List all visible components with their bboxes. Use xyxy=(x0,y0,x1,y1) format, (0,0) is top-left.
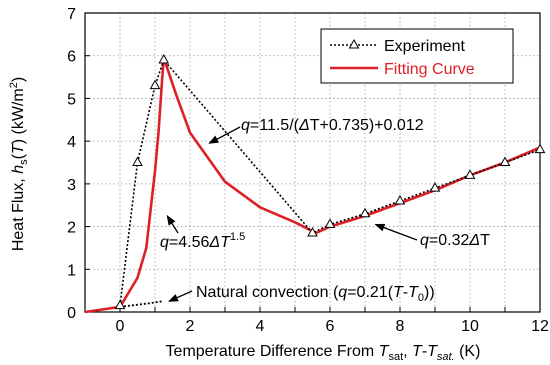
x-axis-ticks: 0 2 4 6 8 10 12 xyxy=(84,307,549,335)
y-axis-ticks: 0 1 2 3 4 5 6 7 xyxy=(67,6,90,322)
legend-experiment-marker xyxy=(348,38,360,49)
annotation-natural-convection: Natural convection (q=0.21(T-T0)) xyxy=(196,284,435,304)
annotation-arrows xyxy=(166,126,418,302)
grid-lines xyxy=(85,13,540,312)
y-tick-label: 7 xyxy=(67,6,76,23)
x-tick-label: 6 xyxy=(326,318,335,335)
experiment-line xyxy=(119,58,541,306)
x-tick-label: 0 xyxy=(116,318,125,335)
x-tick-label: 2 xyxy=(186,318,195,335)
arrow-natural xyxy=(168,290,193,302)
annotation-fitting-rise: q=4.56ΔT1.5 xyxy=(160,231,245,251)
fitting-curve-line xyxy=(84,56,541,314)
arrow-fitting-rise xyxy=(166,215,179,234)
experiment-point xyxy=(464,169,476,179)
x-tick-label: 12 xyxy=(531,318,549,335)
y-axis-title: Heat Flux, hs(T) (kW/m2) xyxy=(8,77,30,251)
legend-experiment-label: Experiment xyxy=(384,38,465,55)
series xyxy=(84,53,546,314)
x-tick-label: 10 xyxy=(461,318,479,335)
experiment-point xyxy=(114,299,126,310)
experiment-point xyxy=(534,143,546,154)
y-tick-label: 5 xyxy=(67,91,76,108)
arrow-fitting-high xyxy=(208,126,241,144)
legend-fitting-label: Fitting Curve xyxy=(384,61,475,78)
experiment-point xyxy=(394,194,406,205)
y-tick-label: 2 xyxy=(67,220,76,237)
experiment-point xyxy=(429,182,441,192)
y-tick-label: 3 xyxy=(67,177,76,194)
plot-area xyxy=(84,12,541,313)
natural-convection-line xyxy=(119,300,163,308)
y-tick-label: 4 xyxy=(67,134,76,151)
annotation-fitting-high: q=11.5/(ΔT+0.735)+0.012 xyxy=(241,117,424,134)
experiment-point xyxy=(149,79,161,90)
annotation-linear: q=0.32ΔT xyxy=(420,232,490,249)
experiment-point xyxy=(307,226,318,237)
y-tick-label: 0 xyxy=(67,305,76,322)
x-axis-title: Temperature Difference From Tsat, T-Tsat… xyxy=(166,343,481,363)
experiment-point xyxy=(132,156,143,166)
experiment-point xyxy=(499,156,511,166)
arrow-linear xyxy=(374,223,418,241)
experiment-point xyxy=(359,207,371,218)
legend: Experiment Fitting Curve xyxy=(320,28,514,84)
legend-box xyxy=(320,28,514,84)
x-tick-label: 4 xyxy=(256,318,265,335)
y-tick-label: 6 xyxy=(67,49,76,66)
x-tick-label: 8 xyxy=(396,318,405,335)
experiment-point xyxy=(324,218,336,228)
y-tick-label: 1 xyxy=(67,262,76,279)
experiment-point xyxy=(158,53,170,64)
